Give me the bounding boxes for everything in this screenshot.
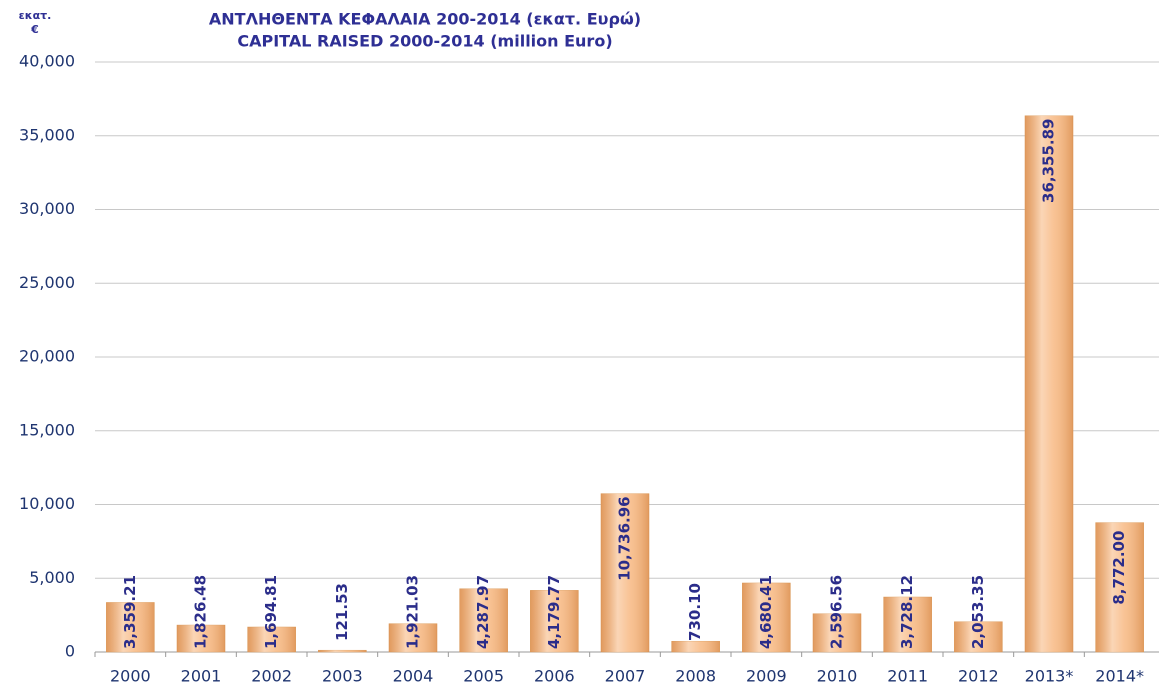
x-tick-label: 2004 — [393, 667, 434, 686]
y-axis-label: € — [30, 23, 39, 36]
value-label: 4,680.41 — [757, 575, 775, 649]
bar-shine — [459, 588, 508, 652]
bar-shine — [742, 582, 791, 652]
y-tick-label: 15,000 — [19, 420, 75, 439]
bar-shine — [530, 590, 579, 652]
bar-shine — [1095, 522, 1144, 652]
y-tick-label: 5,000 — [29, 568, 75, 587]
value-label: 1,826.48 — [192, 575, 210, 649]
y-tick-label: 35,000 — [19, 125, 75, 144]
x-tick-label: 2002 — [251, 667, 292, 686]
bar-shine — [812, 613, 862, 652]
value-label: 8,772.00 — [1110, 531, 1128, 605]
bar-shine — [106, 602, 155, 652]
x-tick-label: 2008 — [675, 667, 716, 686]
value-label: 3,728.12 — [898, 575, 916, 649]
x-tick-label: 2005 — [463, 667, 504, 686]
y-tick-label: 20,000 — [19, 347, 75, 366]
value-label: 1,921.03 — [404, 575, 422, 649]
value-label: 4,179.77 — [545, 575, 563, 649]
x-tick-label: 2010 — [817, 667, 858, 686]
bar-shine — [883, 597, 932, 652]
value-label: 36,355.89 — [1040, 119, 1058, 203]
chart-title: ΑΝΤΛΗΘΕΝΤΑ ΚΕΦΑΛΑΙΑ 200-2014 (εκατ. Ευρώ… — [209, 10, 641, 29]
value-label: 2,596.56 — [828, 575, 846, 649]
y-axis-label: εκατ. — [19, 9, 52, 22]
y-tick-label: 30,000 — [19, 199, 75, 218]
chart-title: CAPITAL RAISED 2000-2014 (million Euro) — [237, 32, 612, 51]
value-label: 10,736.96 — [616, 496, 634, 580]
y-tick-label: 10,000 — [19, 494, 75, 513]
value-label: 2,053.35 — [969, 575, 987, 649]
bar-shine — [954, 621, 1003, 652]
bar-shine — [1024, 115, 1074, 653]
x-tick-label: 2001 — [181, 667, 222, 686]
bar-shine — [176, 625, 226, 652]
y-tick-label: 0 — [65, 642, 75, 661]
x-tick-label: 2009 — [746, 667, 787, 686]
bar-shine — [247, 627, 296, 652]
value-label: 121.53 — [333, 583, 351, 641]
x-tick-label: 2013* — [1025, 667, 1074, 686]
value-label: 730.10 — [686, 583, 704, 641]
value-label: 1,694.81 — [262, 575, 280, 649]
y-tick-label: 40,000 — [19, 52, 75, 71]
x-tick-label: 2011 — [887, 667, 928, 686]
y-tick-label: 25,000 — [19, 273, 75, 292]
x-tick-label: 2007 — [605, 667, 646, 686]
bar-shine — [318, 650, 367, 652]
x-tick-label: 2012 — [958, 667, 999, 686]
x-tick-label: 2000 — [110, 667, 151, 686]
value-label: 3,359.21 — [121, 575, 139, 649]
bar-shine — [671, 641, 720, 652]
value-label: 4,287.97 — [474, 575, 492, 649]
x-tick-label: 2003 — [322, 667, 363, 686]
x-tick-label: 2006 — [534, 667, 575, 686]
bar-shine — [388, 623, 438, 652]
x-tick-label: 2014* — [1095, 667, 1144, 686]
bar-shine — [600, 493, 650, 652]
